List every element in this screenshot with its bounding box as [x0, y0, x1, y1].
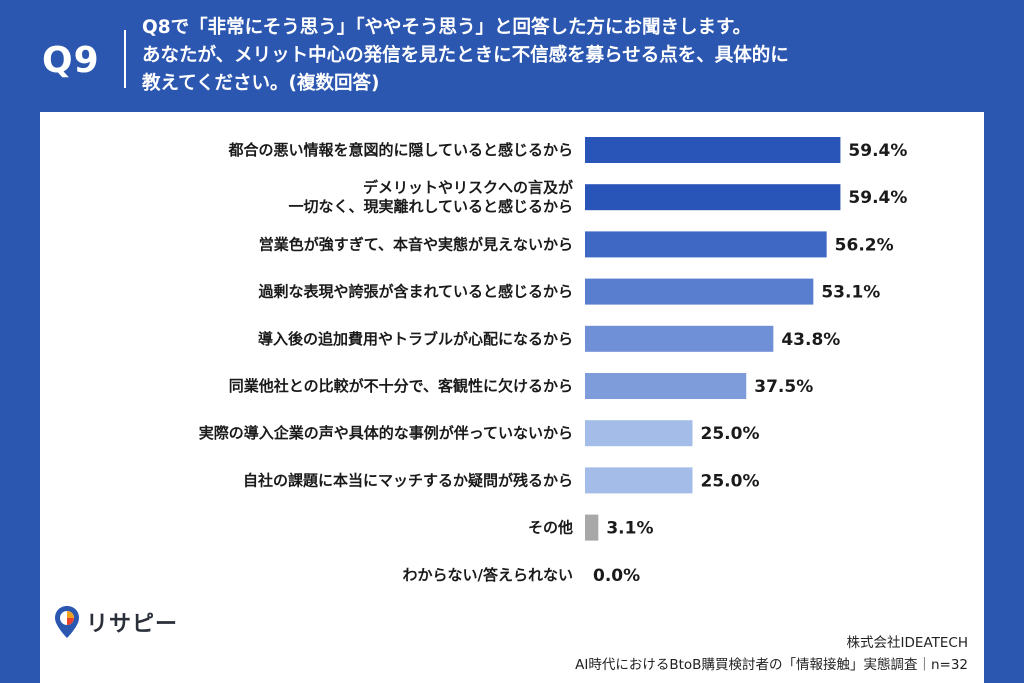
category-label-4: 過剰な表現や誇張が含まれていると感じるから	[257, 283, 573, 301]
map-pin-icon	[55, 606, 79, 638]
category-label-2-line-1: デメリットやリスクへの言及が	[363, 179, 574, 197]
brand-name: リサピー	[86, 612, 179, 637]
value-label-1: 59.4%	[848, 141, 907, 161]
bar-9	[585, 514, 599, 541]
question-line-1: Q8で「非常にそう思う」「ややそう思う」と回答した方にお聞きします。	[142, 17, 752, 38]
bar-1	[585, 137, 841, 163]
value-label-9: 3.1%	[606, 519, 653, 539]
footer-company: 株式会社IDEATECH	[846, 635, 968, 651]
value-label-6: 37.5%	[754, 377, 813, 397]
value-label-3: 56.2%	[835, 235, 894, 255]
category-label-3: 営業色が強すぎて、本音や実態が見えないから	[259, 235, 573, 253]
bar-5	[585, 325, 774, 352]
bar-3	[585, 231, 827, 258]
question-line-2: あなたが、メリット中心の発信を見たときに不信感を募らせる点を、具体的に	[142, 45, 789, 66]
category-label-10: わからない/答えられない	[403, 566, 573, 584]
question-text: Q8で「非常にそう思う」「ややそう思う」と回答した方にお聞きします。 あなたが、…	[142, 14, 1002, 98]
footer-source: AI時代におけるBtoB購買検討者の「情報接触」実態調査｜n=32	[575, 657, 968, 673]
question-line-3: 教えてください。(複数回答)	[142, 73, 380, 94]
value-label-8: 25.0%	[701, 471, 760, 491]
footer: 株式会社IDEATECH AI時代におけるBtoB購買検討者の「情報接触」実態調…	[575, 632, 968, 676]
header: Q9 Q8で「非常にそう思う」「ややそう思う」と回答した方にお聞きします。 あな…	[0, 0, 1024, 112]
value-label-10: 0.0%	[593, 566, 640, 586]
value-label-2: 59.4%	[848, 188, 907, 208]
bar-4	[585, 278, 814, 305]
bar-8	[585, 467, 693, 494]
header-divider	[124, 30, 126, 88]
value-label-7: 25.0%	[701, 424, 760, 444]
question-number: Q9	[42, 40, 100, 81]
category-label-8: 自社の課題に本当にマッチするか疑問が残るから	[243, 471, 573, 489]
category-label-5: 導入後の追加費用やトラブルが心配になるから	[258, 330, 573, 348]
category-label-7: 実際の導入企業の声や具体的な事例が伴っていないから	[199, 424, 573, 442]
category-label-6: 同業他社との比較が不十分で、客観性に欠けるから	[229, 377, 573, 395]
category-label-1: 都合の悪い情報を意図的に隠していると感じるから	[227, 141, 573, 159]
chart-panel: 都合の悪い情報を意図的に隠していると感じるから 59.4% デメリットやリスクへの言…	[40, 112, 984, 683]
bar-2	[585, 184, 841, 211]
bar-7	[585, 420, 693, 447]
bar-chart: 都合の悪い情報を意図的に隠していると感じるから 59.4% デメリットやリスクへの言…	[199, 137, 907, 586]
category-label-2-line-2: 一切なく、現実離れしていると感じるから	[288, 198, 573, 216]
value-label-4: 53.1%	[821, 283, 880, 303]
brand-logo: リサピー	[54, 604, 178, 640]
value-label-5: 43.8%	[781, 330, 840, 350]
bar-6	[585, 373, 747, 399]
category-label-9: その他	[528, 519, 573, 537]
